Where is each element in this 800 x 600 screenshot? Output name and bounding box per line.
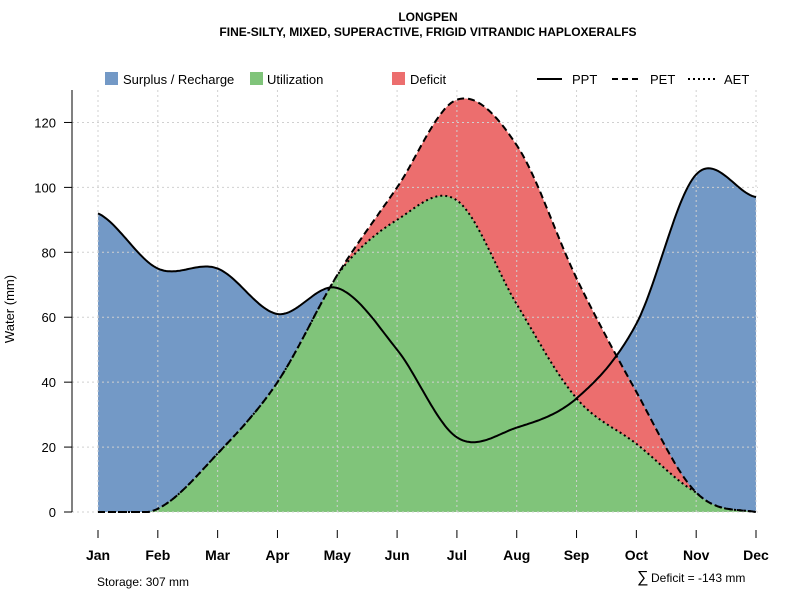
chart-title: LONGPEN: [398, 10, 457, 24]
x-tick-label: Mar: [205, 547, 230, 563]
x-tick-label: Sep: [564, 547, 590, 563]
x-tick-label: Nov: [683, 547, 710, 563]
legend-label-ppt: PPT: [572, 72, 597, 87]
chart-subtitle: FINE-SILTY, MIXED, SUPERACTIVE, FRIGID V…: [219, 25, 636, 39]
deficit-note: Deficit = -143 mm: [651, 571, 745, 585]
x-tick-label: Feb: [145, 547, 170, 563]
storage-note: Storage: 307 mm: [97, 575, 189, 589]
y-tick-label: 40: [42, 375, 56, 390]
x-tick-label: May: [324, 547, 351, 563]
legend-swatch-utilization: [250, 72, 263, 85]
line-ppt: [97, 167, 757, 444]
x-tick-label: Jul: [447, 547, 467, 563]
x-tick-label: Oct: [625, 547, 649, 563]
x-tick-label: Apr: [265, 547, 290, 563]
x-tick-label: Jun: [385, 547, 410, 563]
legend-swatch-surplus: [105, 72, 118, 85]
line-pet: [98, 97, 757, 513]
x-tick-label: Dec: [743, 547, 769, 563]
area-surplus-over-pet: [98, 98, 756, 512]
legend-label-deficit: Deficit: [410, 72, 447, 87]
y-tick-label: 0: [49, 505, 56, 520]
sum-icon: ∑: [637, 569, 648, 586]
y-tick-label: 20: [42, 440, 56, 455]
legend: Surplus / Recharge Utilization Deficit P…: [105, 72, 749, 87]
line-aet: [98, 194, 757, 513]
x-tick-label: Aug: [503, 547, 530, 563]
legend-label-pet: PET: [650, 72, 675, 87]
y-tick-label: 60: [42, 310, 56, 325]
y-tick-label: 80: [42, 245, 56, 260]
area-utilization: [98, 195, 756, 512]
y-tick-label: 120: [34, 115, 56, 130]
legend-label-utilization: Utilization: [267, 72, 323, 87]
plot-area: 0 20 40 60 80 100 120 Jan Feb Mar Apr May Jun Jul Aug S…: [34, 90, 769, 563]
x-tick-label: Jan: [86, 547, 110, 563]
y-axis-label: Water (mm): [2, 275, 17, 343]
legend-label-aet: AET: [724, 72, 749, 87]
legend-swatch-deficit: [392, 72, 405, 85]
legend-label-surplus: Surplus / Recharge: [123, 72, 234, 87]
y-tick-label: 100: [34, 180, 56, 195]
